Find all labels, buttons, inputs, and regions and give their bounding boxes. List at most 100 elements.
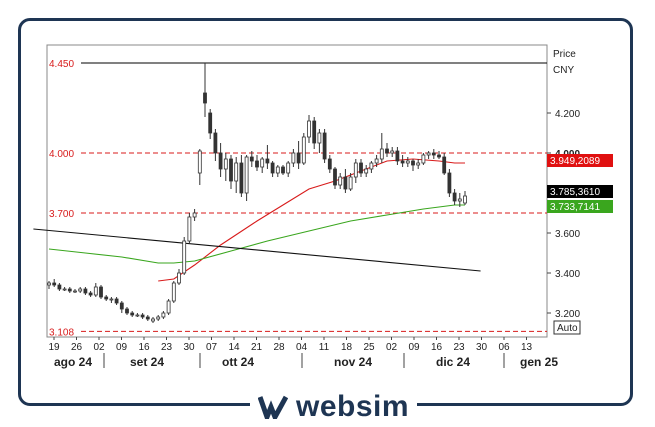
candle-body-50 — [307, 120, 311, 138]
x-tick-label-4: 16 — [138, 342, 150, 353]
candle-body-7 — [83, 288, 88, 294]
candle-body-25 — [177, 272, 181, 284]
candle-body-42 — [265, 158, 270, 164]
x-tick-label-11: 04 — [296, 342, 308, 353]
candle-body-66 — [390, 150, 395, 154]
candle-body-2 — [57, 284, 62, 290]
candle-body-56 — [338, 176, 343, 186]
month-label-5: gen 25 — [520, 355, 558, 369]
x-tick-label-13: 18 — [341, 342, 353, 353]
candle-body-80 — [463, 195, 467, 204]
candle-body-41 — [260, 158, 265, 168]
x-tick-label-0: 19 — [48, 342, 60, 353]
candle-body-68 — [400, 160, 405, 164]
y-tick-label-5: 3.200 — [555, 309, 580, 320]
candle-body-44 — [275, 166, 280, 174]
candle-body-59 — [353, 162, 358, 178]
x-tick-label-18: 23 — [453, 342, 465, 353]
candle-body-54 — [327, 158, 332, 170]
candle-body-24 — [171, 282, 176, 302]
auto-box — [553, 320, 581, 335]
candle-body-51 — [312, 120, 317, 144]
level-label-1: 4.000 — [49, 149, 74, 160]
x-tick-label-9: 21 — [251, 342, 263, 353]
candle-body-12 — [109, 298, 114, 301]
candle-body-72 — [421, 154, 426, 164]
x-tick-label-3: 09 — [116, 342, 128, 353]
month-label-1: set 24 — [130, 355, 164, 369]
candle-body-19 — [145, 316, 150, 320]
x-tick-label-20: 06 — [498, 342, 510, 353]
candle-body-1 — [52, 282, 57, 286]
candle-body-43 — [270, 162, 275, 174]
candle-body-36 — [234, 162, 239, 182]
candle-body-10 — [99, 286, 103, 298]
candle-body-33 — [218, 152, 223, 170]
x-tick-label-21: 13 — [521, 342, 533, 353]
month-label-3: nov 24 — [334, 355, 372, 369]
websim-mark-icon — [258, 395, 288, 419]
month-label-4: dic 24 — [436, 355, 470, 369]
candle-body-55 — [333, 168, 337, 186]
candle-body-48 — [296, 152, 301, 164]
candle-body-28 — [192, 212, 197, 218]
month-label-2: ott 24 — [222, 355, 254, 369]
candle-body-64 — [379, 148, 384, 160]
candle-body-22 — [161, 312, 166, 318]
auto-label: Auto — [557, 323, 578, 334]
month-label-0: ago 24 — [54, 355, 92, 369]
candle-body-61 — [364, 168, 369, 174]
x-tick-label-10: 28 — [273, 342, 285, 353]
candle-body-5 — [73, 290, 77, 293]
candle-body-0 — [47, 282, 51, 286]
candle-body-78 — [452, 192, 457, 202]
candle-body-4 — [67, 288, 72, 292]
candle-body-39 — [249, 156, 254, 162]
x-tick-label-6: 30 — [183, 342, 195, 353]
candle-body-30 — [203, 92, 207, 104]
x-tick-label-14: 25 — [363, 342, 375, 353]
level-label-3: 3.108 — [49, 327, 74, 338]
candle-body-15 — [125, 308, 129, 314]
candle-body-3 — [62, 288, 67, 291]
series-line-0 — [158, 158, 465, 282]
candle-body-45 — [281, 166, 285, 174]
candle-body-53 — [322, 132, 327, 160]
candle-body-47 — [291, 152, 296, 164]
y-tick-label-4: 3.400 — [555, 269, 580, 280]
candle-body-23 — [166, 300, 171, 314]
candle-body-13 — [114, 298, 119, 304]
candle-body-49 — [301, 136, 306, 164]
last-price-badge-bg — [547, 185, 613, 198]
candle-body-76 — [442, 156, 447, 174]
candle-body-34 — [223, 158, 228, 170]
x-tick-label-12: 11 — [319, 342, 330, 353]
red-ma-badge-text: 3.949,2089 — [550, 156, 600, 167]
candle-body-38 — [244, 156, 249, 194]
candle-body-67 — [395, 150, 400, 162]
candle-body-18 — [140, 314, 145, 318]
level-label-2: 3.700 — [49, 209, 74, 220]
candle-body-8 — [88, 292, 93, 296]
candle-body-75 — [437, 154, 441, 158]
x-tick-label-16: 09 — [408, 342, 420, 353]
candle-body-9 — [93, 286, 98, 296]
x-tick-label-2: 02 — [93, 342, 105, 353]
candle-body-57 — [343, 176, 348, 190]
candle-body-79 — [457, 198, 462, 202]
y-tick-label-0: 4.200 — [555, 109, 580, 120]
candle-body-37 — [239, 162, 244, 194]
x-tick-label-8: 14 — [228, 342, 240, 353]
currency-code: CNY — [553, 65, 574, 76]
currency-label: Price — [553, 49, 576, 60]
red-ma-badge-bg — [547, 154, 613, 167]
candle-body-16 — [130, 312, 135, 316]
candle-body-58 — [348, 176, 353, 190]
x-tick-label-19: 30 — [476, 342, 488, 353]
x-tick-label-17: 16 — [431, 342, 443, 353]
candle-body-29 — [197, 150, 202, 174]
candle-body-73 — [426, 152, 431, 156]
candle-body-65 — [385, 148, 389, 154]
candle-body-63 — [374, 158, 379, 164]
candle-body-70 — [411, 160, 415, 166]
